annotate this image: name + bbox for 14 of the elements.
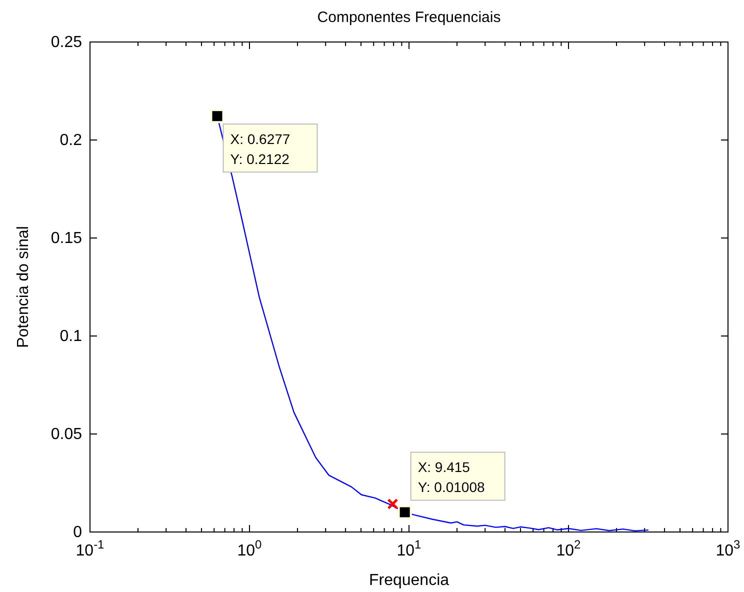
chart-title: Componentes Frequenciais xyxy=(317,9,501,26)
x-tick-label: 10$^{1}$ xyxy=(396,537,422,560)
y-tick-label: 0.1 xyxy=(60,328,82,346)
annotation: X: 9.415 Y: 0.01008 xyxy=(418,459,485,496)
y-tick-label: 0.25 xyxy=(50,34,82,52)
annotation: X: 0.6277 Y: 0.2122 xyxy=(230,131,290,168)
y-tick-label: 0.05 xyxy=(50,426,82,444)
x-tick-label: 10$^{2}$ xyxy=(556,537,582,560)
x-tick-label: 10$^{0}$ xyxy=(237,537,262,560)
y-tick-label: 0.15 xyxy=(50,230,82,248)
x-axis-title: Frequencia xyxy=(368,572,450,589)
x-tick-label: 10$^{3}$ xyxy=(716,537,741,560)
y-axis-title: Potencia do sinal xyxy=(15,226,32,348)
y-tick-label: 0.2 xyxy=(60,132,82,150)
